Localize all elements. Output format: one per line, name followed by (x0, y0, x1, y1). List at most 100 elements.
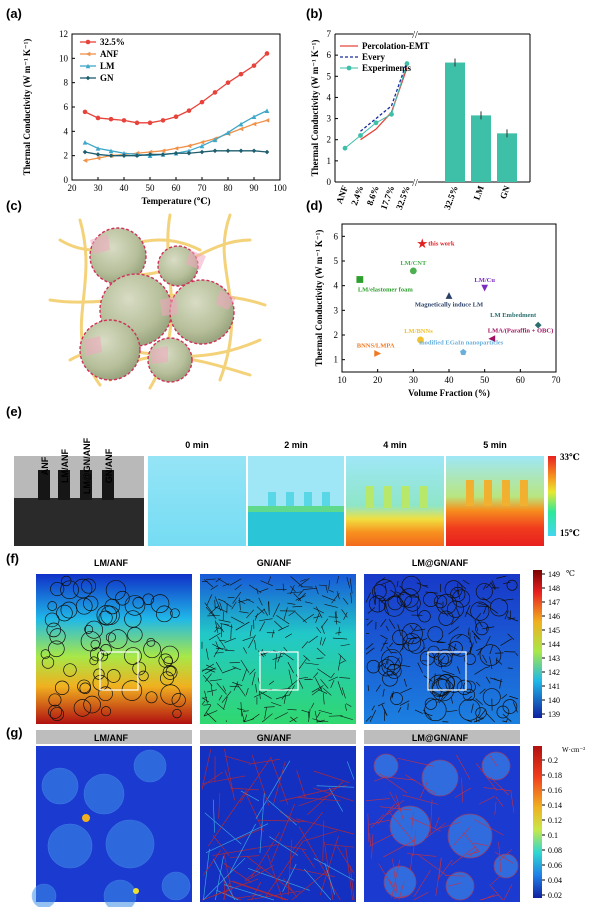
axis-break-mark-b: // (412, 178, 418, 189)
lm-particle (41, 767, 79, 805)
lmgn-particle (489, 598, 508, 617)
data-point-32.5% (95, 115, 101, 121)
gn-sheet (345, 847, 353, 901)
lm-particle (89, 647, 104, 662)
gn-sheet (245, 865, 274, 882)
gn-sheet (212, 643, 223, 650)
lmgn-sheet (391, 859, 401, 898)
gn-sheet (258, 597, 263, 606)
scale-tick-label: 0.18 (548, 771, 562, 780)
lmgn-sheet (374, 775, 389, 782)
sample-strips (38, 470, 114, 500)
gn-sheet (247, 867, 310, 891)
gn-sheet (322, 820, 325, 862)
lmgn-sheet (489, 656, 493, 670)
lmgn-sheet (470, 703, 474, 713)
gn-sheet (212, 799, 215, 833)
lmgn-sheet (409, 817, 441, 832)
gn-sheet (218, 598, 226, 603)
lmgn-sheet (389, 812, 414, 842)
lmgn-sheet (438, 858, 442, 877)
lmgn-sheet (379, 806, 412, 811)
lm-particle-outlines (40, 575, 186, 722)
lmgn-sheet (482, 597, 493, 605)
gn-sheet (274, 620, 283, 630)
gn-sheet (221, 690, 232, 703)
lmgn-sheet (454, 589, 460, 592)
lmgn-sheet (430, 689, 442, 697)
gn-sheet (345, 703, 352, 707)
gn-sheet (318, 709, 333, 715)
experiment-point (358, 133, 363, 138)
lmgn-particle (424, 698, 447, 722)
lm-particle (100, 706, 112, 717)
gn-sheet (240, 790, 260, 802)
gn-sheet (328, 589, 334, 593)
scale-tick-label: 146 (548, 612, 560, 621)
gn-sheet (315, 606, 323, 619)
data-point-32.5% (264, 51, 270, 56)
lmgn-sheet (468, 627, 470, 636)
gn-sheet (272, 655, 283, 660)
lmgn-sheet (496, 659, 503, 665)
panel-label-c: (c) (6, 198, 22, 213)
lmgn-sheet (464, 604, 471, 618)
lmgn-particle (458, 698, 481, 721)
data-point-GN (199, 149, 205, 155)
lmgn-particle (470, 601, 490, 621)
lmgn-sheet (392, 691, 394, 698)
gn-sheet (207, 689, 217, 693)
gn-sheet (325, 843, 355, 848)
gn-sheet (218, 619, 231, 623)
temperature-map-lm (36, 574, 192, 724)
gn-sheet (251, 881, 262, 901)
gn-sheet (279, 785, 347, 802)
gn-sheet (272, 603, 280, 618)
gn-sheet (288, 611, 295, 617)
lmgn-sheet (475, 698, 483, 705)
lmgn-sheet (385, 605, 390, 615)
gn-sheet (201, 668, 217, 671)
gn-sheet (245, 792, 264, 833)
lm-particle (106, 669, 121, 683)
gn-sheet (203, 704, 211, 706)
data-point-GN (108, 153, 114, 158)
lm-particle (85, 620, 104, 639)
lmgn-sheet (437, 691, 442, 704)
gn-sheet (336, 576, 340, 584)
lmgn-sheet (377, 662, 385, 668)
gn-sheet (319, 835, 339, 896)
lmgn-sheet (494, 802, 497, 815)
gn-sheet (337, 655, 342, 671)
y-axis-label-a: Thermal Conductivity (W m⁻¹ K⁻¹) (22, 39, 32, 176)
heat-flux-scale-unit: W·cm⁻² (562, 746, 585, 754)
lmgn-sheet (389, 642, 394, 648)
colorbar-max: 33℃ (560, 452, 580, 462)
lmgn-sheet (488, 606, 499, 614)
gn-sheet (288, 867, 335, 877)
lmgn-sheet (410, 625, 418, 634)
lmgn-sheet (475, 763, 498, 791)
lmgn-sheet (478, 709, 487, 719)
lmgn-sheet (379, 599, 387, 606)
gn-sheet (207, 669, 216, 673)
lmgn-sheet (455, 607, 461, 618)
lmgn-sheet (386, 646, 393, 654)
gn-sheet (212, 835, 230, 856)
lm-particle (100, 644, 112, 656)
gn-sheet (301, 641, 309, 649)
gn-sheet (249, 668, 256, 675)
gn-sheet (202, 697, 209, 703)
lm-particle (124, 647, 142, 665)
scatter-point (481, 284, 489, 292)
panel-f-title-gn: GN/ANF (257, 558, 292, 568)
gn-sheet (335, 631, 342, 634)
gn-sheet (203, 579, 214, 588)
lmgn-sheet (490, 776, 509, 796)
lmgn-particle (445, 871, 475, 901)
scatter-point (409, 267, 417, 275)
temperature-colorbar (548, 456, 556, 536)
gn-sheet (255, 683, 257, 693)
scale-tick-label: 149 (548, 570, 560, 579)
gn-sheet (325, 585, 328, 594)
